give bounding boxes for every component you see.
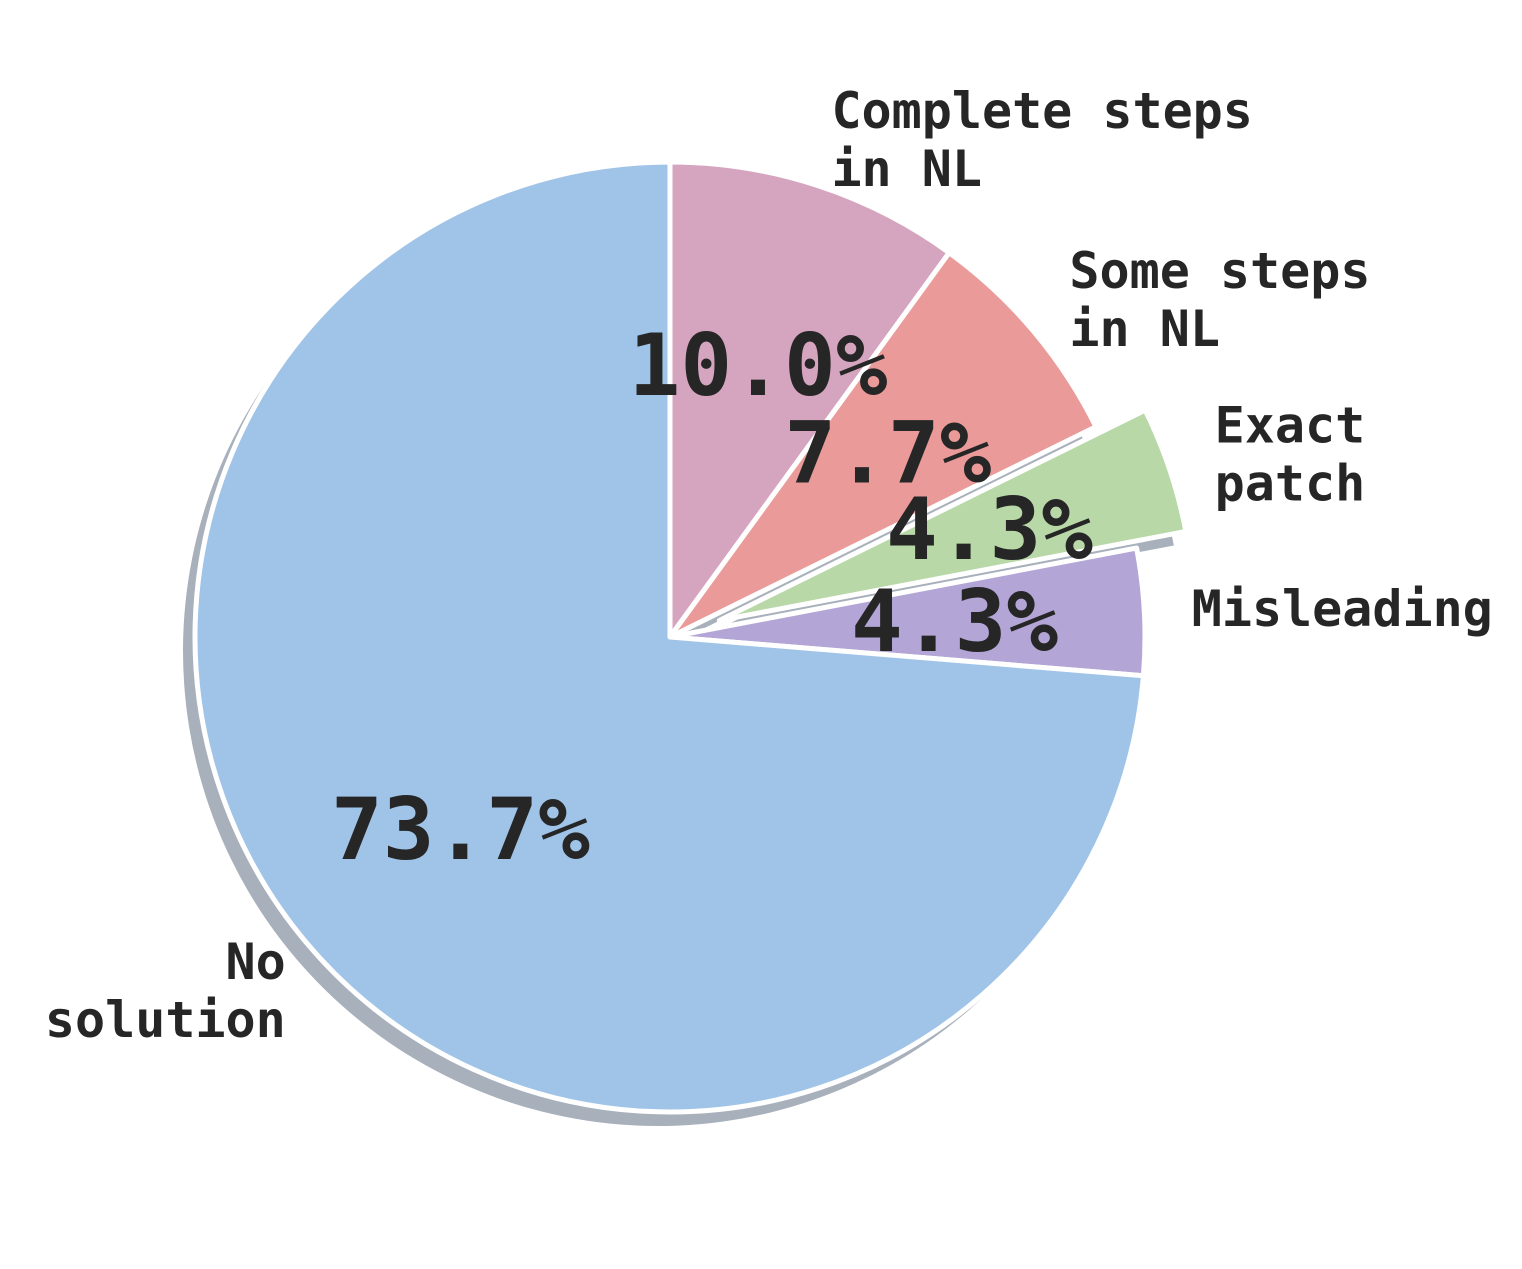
slice-category-label: Exact patch: [1215, 396, 1366, 512]
slice-percent-label: 73.7%: [331, 780, 590, 880]
slice-category-label: Some steps in NL: [1069, 242, 1370, 358]
pie-labels: 10.0% Complete steps in NL 7.7% Some steps in…: [45, 82, 1493, 1049]
slice-category-label: No solution: [45, 933, 286, 1049]
slice-percent-label: 4.3%: [886, 480, 1093, 580]
slice-percent-label: 7.7%: [784, 403, 991, 503]
slice-percent-label: 4.3%: [851, 572, 1058, 672]
slice-category-label: Misleading: [1192, 580, 1493, 638]
pie-slice: [667, 250, 1099, 640]
pie-slice: [192, 159, 1146, 1115]
slice-percent-label: 10.0%: [629, 316, 888, 416]
pie-slice: [716, 407, 1189, 623]
pie-wedges: [192, 159, 1189, 1115]
slice-category-label: Complete steps in NL: [831, 82, 1252, 198]
pie-slice: [667, 159, 952, 640]
